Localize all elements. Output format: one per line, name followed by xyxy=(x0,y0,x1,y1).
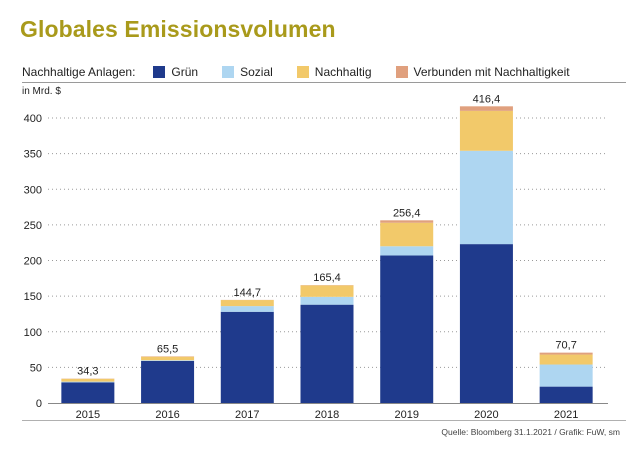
total-label-2018: 165,4 xyxy=(313,272,341,284)
x-tick-label: 2019 xyxy=(394,409,418,421)
total-label-2016: 65,5 xyxy=(157,343,178,355)
legend-swatch-gruen xyxy=(153,66,166,78)
bar-segment-gr-n-2015 xyxy=(61,382,115,403)
unit-label: in Mrd. $ xyxy=(22,86,61,97)
legend-swatch-verbunden xyxy=(395,66,408,78)
total-label-2015: 34,3 xyxy=(77,366,98,378)
y-tick-label: 150 xyxy=(24,291,42,303)
y-tick-label: 100 xyxy=(24,327,42,339)
bar-segment-sozial-2017 xyxy=(220,306,274,312)
x-tick-label: 2017 xyxy=(235,409,259,421)
bar-segment-verbunden-mit-nachhaltigkeit-2020 xyxy=(459,106,513,111)
legend-swatch-sozial xyxy=(222,66,235,78)
bar-segment-nachhaltig-2020 xyxy=(459,110,513,151)
bar-segment-sozial-2019 xyxy=(380,246,434,256)
legend-item-verbunden: Verbunden mit Nachhaltigkeit xyxy=(395,65,570,79)
bar-segment-gr-n-2020 xyxy=(459,244,513,403)
bar-segment-nachhaltig-2018 xyxy=(300,285,354,297)
y-tick-label: 400 xyxy=(24,113,42,125)
x-tick-label: 2016 xyxy=(155,409,179,421)
x-tick-label: 2015 xyxy=(76,409,100,421)
bar-segment-nachhaltig-2021 xyxy=(539,354,593,365)
legend-label-verbunden: Verbunden mit Nachhaltigkeit xyxy=(413,65,570,79)
x-tick-label: 2018 xyxy=(315,409,339,421)
legend-item-nachhaltig: Nachhaltig xyxy=(296,65,372,79)
legend-title: Nachhaltige Anlagen: xyxy=(22,65,136,79)
bar-segment-sozial-2016 xyxy=(141,360,195,361)
legend: Nachhaltige Anlagen: Grün Sozial Nachhal… xyxy=(22,63,594,81)
total-label-2020: 416,4 xyxy=(473,93,501,105)
legend-label-sozial: Sozial xyxy=(240,65,273,79)
bar-segment-sozial-2020 xyxy=(459,150,513,245)
chart-title: Globales Emissionsvolumen xyxy=(20,16,336,42)
y-tick-label: 350 xyxy=(24,149,42,161)
bar-segment-nachhaltig-2016 xyxy=(141,356,195,361)
y-tick-label: 300 xyxy=(24,184,42,196)
x-tick-label: 2020 xyxy=(474,409,498,421)
bar-segment-gr-n-2021 xyxy=(539,386,593,403)
source-note: Quelle: Bloomberg 31.1.2021 / Grafik: Fu… xyxy=(441,427,620,437)
legend-label-nachhaltig: Nachhaltig xyxy=(314,65,372,79)
total-label-2019: 256,4 xyxy=(393,207,421,219)
legend-item-sozial: Sozial xyxy=(222,65,273,79)
bar-segment-gr-n-2019 xyxy=(380,255,434,403)
bar-segment-gr-n-2017 xyxy=(220,311,274,403)
bar-segment-gr-n-2018 xyxy=(300,304,354,403)
y-tick-label: 50 xyxy=(30,362,42,374)
bar-segment-verbunden-mit-nachhaltigkeit-2021 xyxy=(539,352,593,355)
legend-swatch-nachhaltig xyxy=(296,66,309,78)
x-tick-label: 2021 xyxy=(554,409,578,421)
bar-segment-nachhaltig-2017 xyxy=(220,300,274,307)
legend-label-gruen: Grün xyxy=(171,65,199,79)
bar-segment-nachhaltig-2019 xyxy=(380,222,434,247)
y-tick-label: 0 xyxy=(36,398,42,410)
bar-segment-verbunden-mit-nachhaltigkeit-2019 xyxy=(380,220,434,223)
bar-segment-gr-n-2016 xyxy=(141,360,195,403)
bar-segment-nachhaltig-2015 xyxy=(61,378,115,382)
legend-item-gruen: Grün xyxy=(153,65,198,79)
bar-segment-sozial-2021 xyxy=(539,364,593,387)
total-label-2017: 144,7 xyxy=(234,287,262,299)
bar-segment-sozial-2015 xyxy=(61,381,115,383)
legend-divider xyxy=(22,82,626,83)
total-label-2021: 70,7 xyxy=(555,340,576,352)
bar-segment-sozial-2018 xyxy=(300,296,354,305)
y-tick-label: 200 xyxy=(24,256,42,268)
y-tick-label: 250 xyxy=(24,220,42,232)
